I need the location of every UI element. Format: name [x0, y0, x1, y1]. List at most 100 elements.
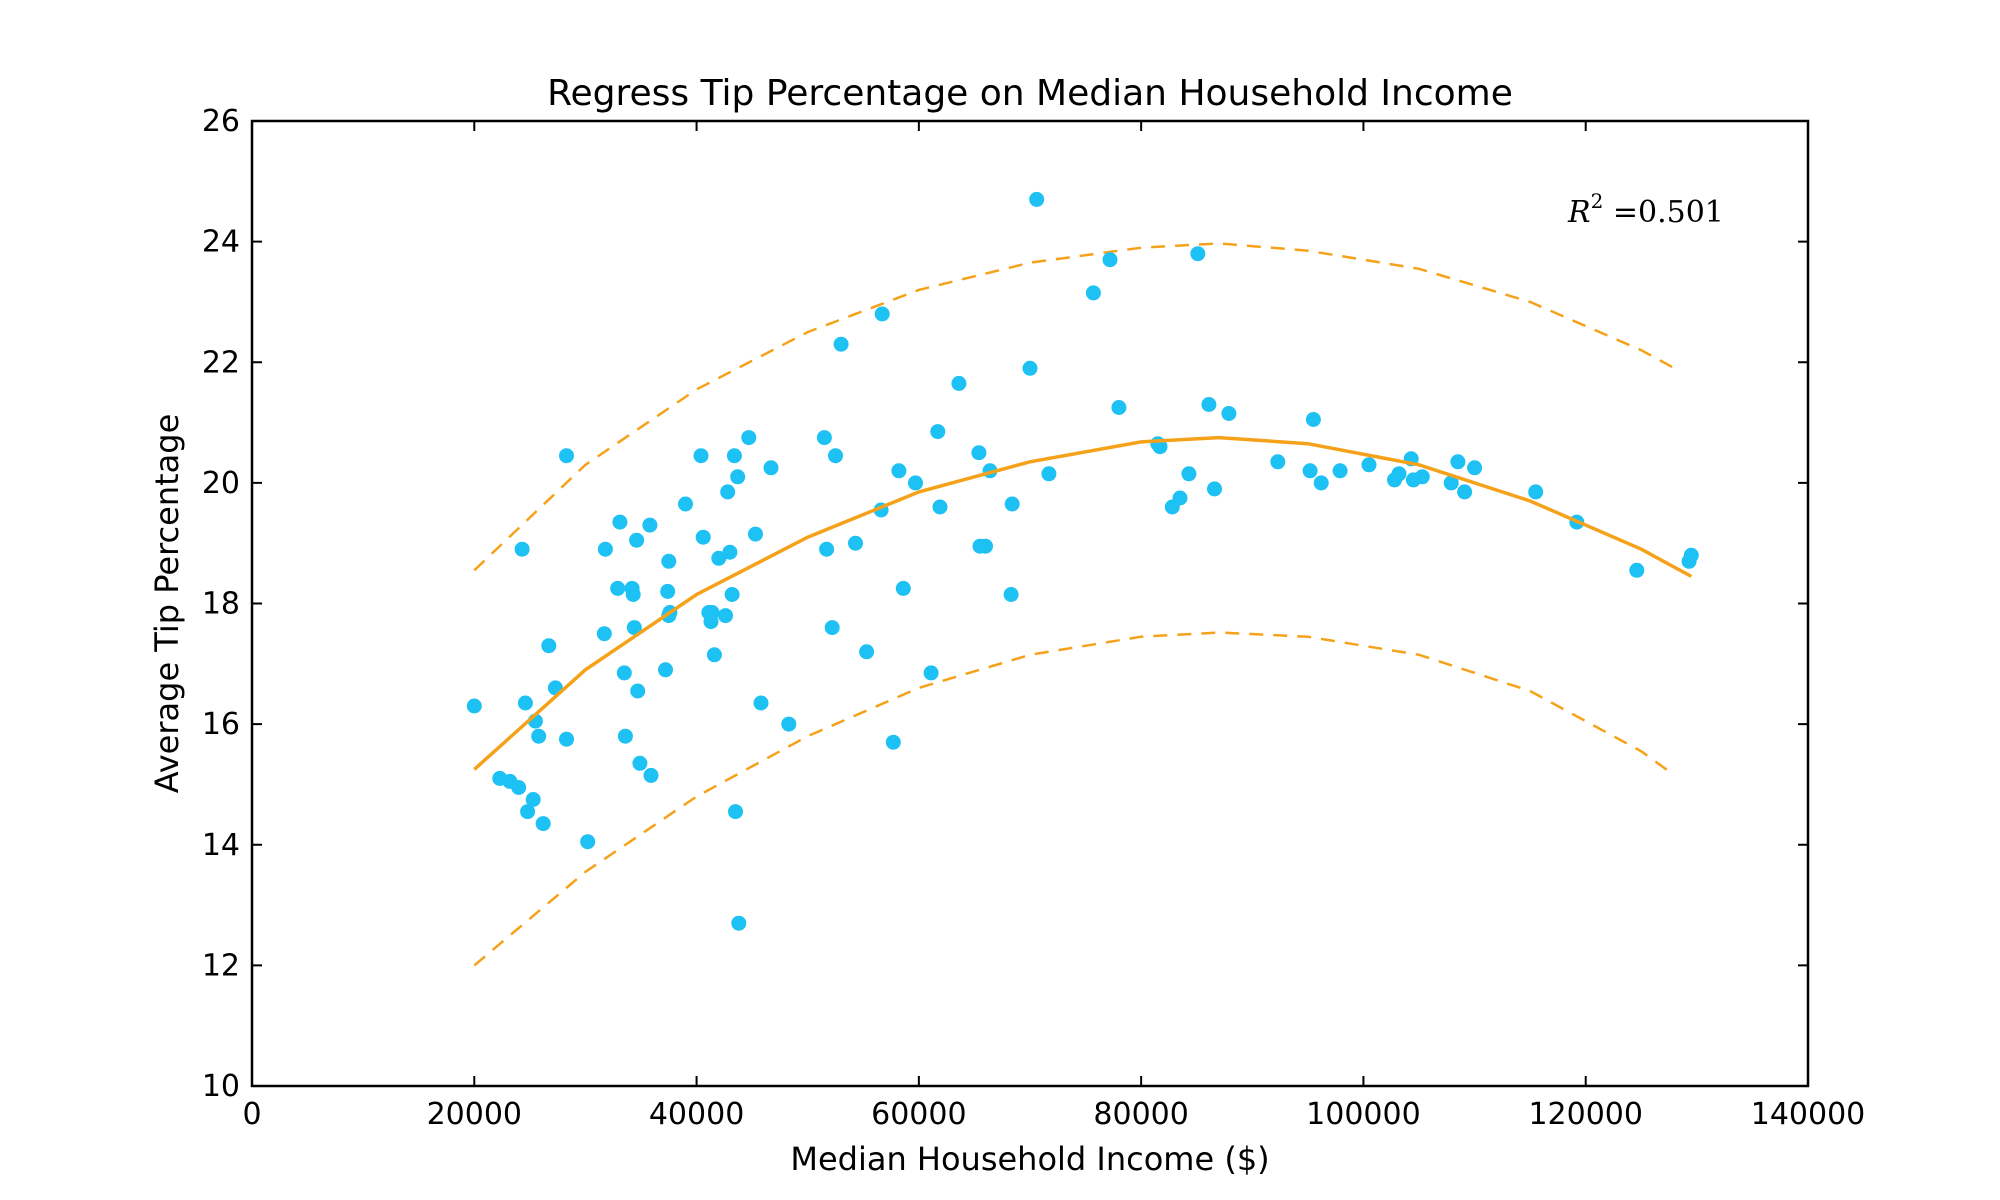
- data-point: [1022, 360, 1038, 376]
- data-point: [1270, 454, 1286, 470]
- data-point: [541, 638, 557, 654]
- data-point: [1683, 547, 1699, 563]
- data-point: [741, 430, 757, 446]
- data-point: [1414, 469, 1430, 485]
- x-tick-label: 40000: [649, 1097, 744, 1132]
- data-point: [1004, 496, 1020, 512]
- data-point: [930, 424, 946, 440]
- data-point: [704, 605, 720, 620]
- data-point: [625, 587, 641, 602]
- data-point: [718, 608, 733, 624]
- data-point: [720, 484, 736, 500]
- data-point: [971, 445, 987, 461]
- r-superscript: 2: [1591, 189, 1604, 213]
- y-axis-label: Average Tip Percentage: [148, 414, 186, 794]
- data-point: [932, 499, 948, 515]
- x-tick-label: 80000: [1093, 1097, 1188, 1132]
- data-point: [520, 804, 536, 820]
- data-point: [908, 475, 923, 491]
- data-point: [722, 544, 738, 560]
- data-point: [891, 463, 907, 479]
- data-point: [629, 532, 645, 548]
- data-point: [816, 430, 832, 446]
- data-point: [658, 662, 673, 678]
- data-point: [748, 526, 763, 542]
- y-tick-label: 24: [202, 225, 240, 260]
- data-point: [559, 731, 574, 747]
- data-point: [895, 580, 911, 596]
- data-point: [728, 804, 743, 820]
- data-point: [833, 336, 849, 352]
- data-point: [1207, 481, 1222, 497]
- data-point: [678, 496, 693, 512]
- data-point: [517, 695, 533, 711]
- r-squared-value: =0.501: [1603, 195, 1724, 230]
- data-point: [885, 734, 901, 750]
- data-point: [695, 529, 711, 545]
- x-tick-label: 100000: [1306, 1097, 1421, 1132]
- data-point: [466, 698, 482, 714]
- chart-title: Regress Tip Percentage on Median Househo…: [547, 73, 1513, 114]
- y-tick-label: 14: [202, 828, 240, 863]
- x-tick-label: 120000: [1528, 1097, 1643, 1132]
- data-point: [511, 780, 527, 795]
- regression-fit-line: [473, 435, 1693, 771]
- data-point: [1629, 562, 1645, 578]
- data-point: [1190, 246, 1206, 262]
- data-point: [978, 538, 993, 554]
- data-point: [1450, 454, 1466, 470]
- data-point: [1085, 285, 1101, 301]
- data-point: [661, 553, 677, 569]
- data-point: [828, 448, 843, 464]
- data-point: [848, 535, 863, 551]
- x-axis-label: Median Household Income ($): [790, 1140, 1269, 1178]
- y-tick-label: 18: [202, 587, 240, 622]
- data-point: [819, 541, 835, 557]
- data-point: [1201, 397, 1217, 412]
- y-tick-label: 10: [202, 1069, 240, 1104]
- data-point: [1443, 475, 1459, 491]
- data-point: [1361, 457, 1377, 473]
- data-point: [1221, 406, 1237, 421]
- data-point: [632, 755, 648, 771]
- data-point: [730, 469, 746, 485]
- data-point: [726, 448, 742, 464]
- data-point: [531, 728, 547, 744]
- x-tick-label: 60000: [871, 1097, 966, 1132]
- axis-ticks: 0 20000 40000 60000 80000 100000 120000 140000 1…: [202, 104, 1865, 1132]
- data-point: [1305, 412, 1321, 427]
- data-point: [1391, 466, 1407, 482]
- data-point: [763, 460, 779, 476]
- data-point: [711, 550, 727, 566]
- plot-frame: [250, 119, 1810, 1088]
- y-tick-label: 22: [202, 345, 240, 380]
- data-point: [753, 695, 769, 711]
- data-point: [1302, 463, 1318, 479]
- data-point: [1152, 439, 1168, 455]
- data-point: [693, 448, 709, 464]
- data-point: [731, 915, 747, 931]
- x-tick-label: 140000: [1751, 1097, 1866, 1132]
- data-point: [596, 626, 612, 642]
- data-point: [612, 514, 628, 530]
- data-point: [1102, 252, 1118, 268]
- plot-content: [466, 191, 1699, 967]
- r-symbol: R: [1567, 195, 1591, 230]
- data-point: [951, 375, 967, 391]
- data-point: [580, 834, 596, 850]
- data-point: [1111, 400, 1127, 415]
- data-point: [859, 644, 875, 660]
- data-point: [1332, 463, 1348, 479]
- data-point: [642, 517, 658, 533]
- data-point: [1181, 466, 1197, 482]
- data-point: [559, 448, 574, 464]
- data-point: [535, 816, 551, 832]
- data-point: [660, 583, 676, 599]
- data-point: [626, 620, 642, 636]
- data-point: [1457, 484, 1473, 500]
- y-tick-label: 16: [202, 707, 240, 742]
- data-point: [610, 580, 626, 596]
- data-point: [1528, 484, 1544, 500]
- upper-prediction-band: [473, 242, 1676, 572]
- data-point: [706, 647, 722, 663]
